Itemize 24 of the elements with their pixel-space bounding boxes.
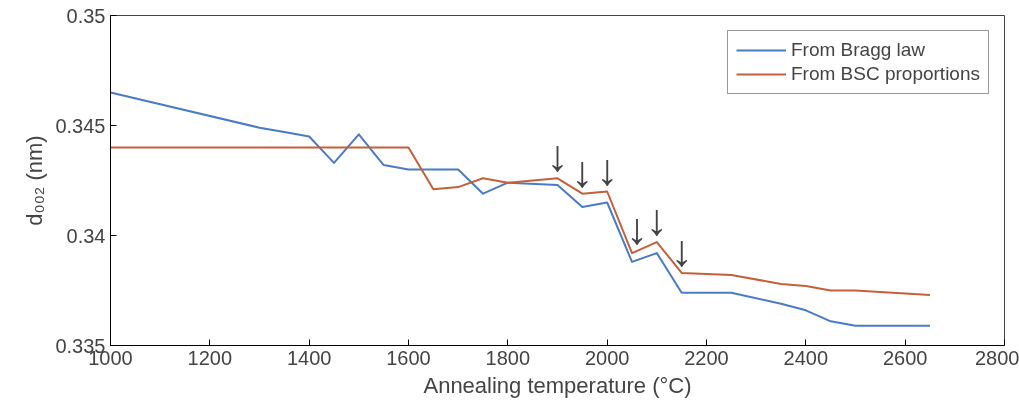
annotation: ↓ [571, 146, 594, 196]
x-tick-label: 2600 [882, 346, 928, 369]
y-tick-label: 0.35 [66, 4, 106, 27]
annotation: ↓ [625, 203, 648, 253]
x-tick-label: 2000 [584, 346, 630, 369]
annotation: ↓ [596, 144, 619, 194]
y-tick-label: 0.34 [66, 224, 106, 247]
x-tick-label: 1200 [187, 346, 233, 369]
annotation: ↓ [645, 195, 668, 245]
x-tick-label: 2200 [684, 346, 729, 369]
x-tick-label: 1400 [286, 346, 332, 369]
x-tick-label: 2800 [975, 346, 1019, 369]
y-axis-title: d₀₀₂ (nm) [22, 135, 48, 226]
annotation: ↓ [670, 225, 693, 275]
x-tick-label: 1600 [386, 346, 431, 369]
x-tick-label: 1800 [485, 346, 531, 369]
y-tick-label: 0.345 [55, 114, 106, 137]
x-tick-label: 2400 [783, 346, 829, 369]
annotation: ↓ [546, 131, 569, 181]
legend-label: From Bragg law [790, 39, 926, 61]
line-series [110, 146, 931, 296]
legend-label: From BSC proportions [790, 63, 980, 85]
line-series [110, 91, 931, 327]
x-axis-title: Annealing temperature (°C) [423, 372, 692, 398]
